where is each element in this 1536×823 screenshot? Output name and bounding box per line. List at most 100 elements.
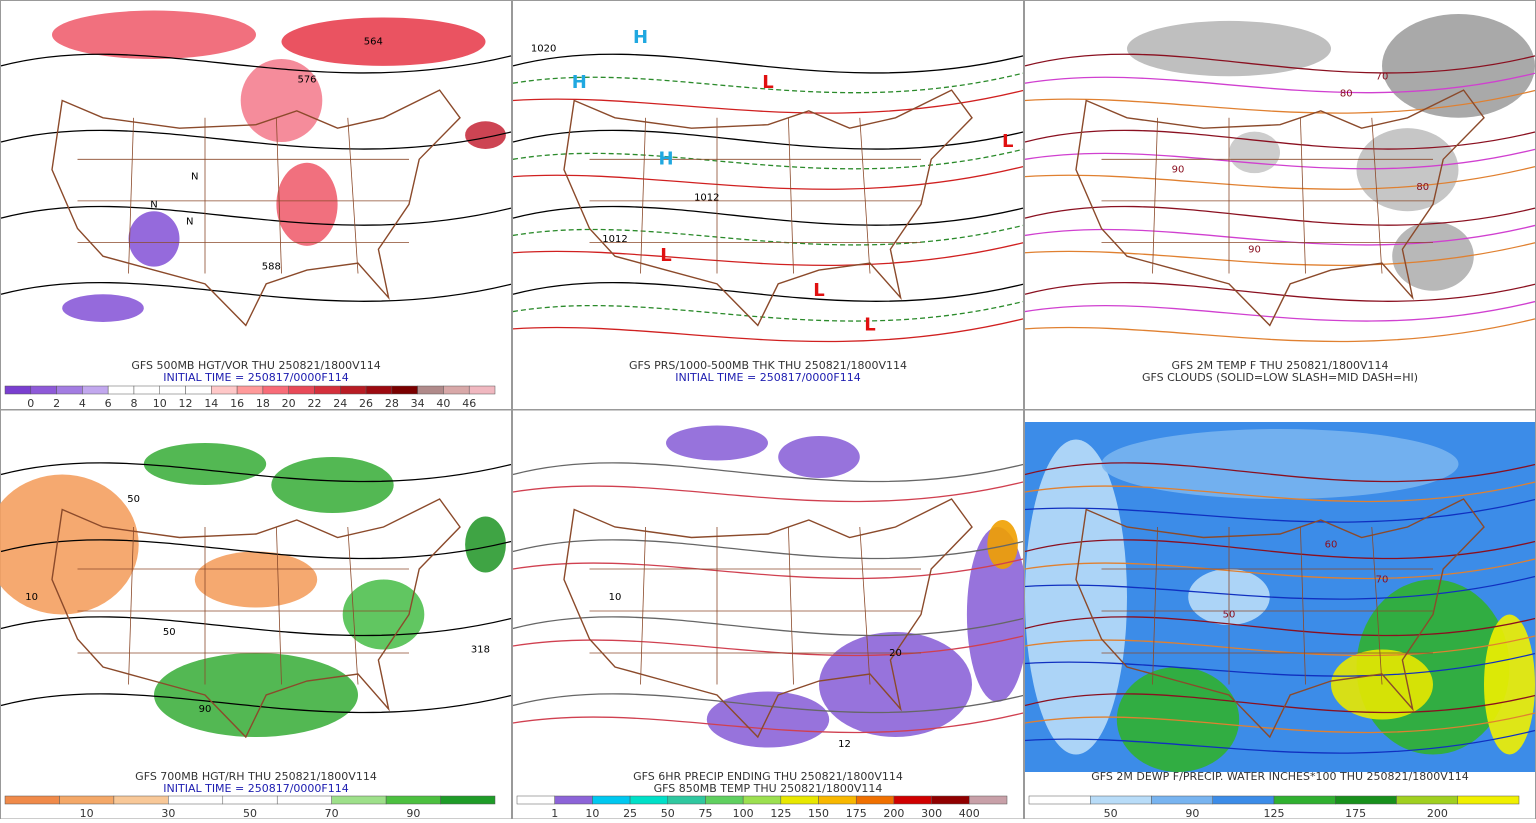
map-label: 10: [609, 592, 622, 603]
contour-line: [512, 635, 1024, 657]
colorbar-label: 4: [79, 397, 86, 410]
map-label: L: [813, 280, 824, 301]
state-line: [347, 526, 359, 685]
contour-line: [1024, 539, 1536, 560]
contour-line: [1024, 281, 1536, 302]
map-label: N: [186, 217, 193, 228]
map-label: 70: [1376, 575, 1389, 586]
shaded-area: [465, 516, 506, 573]
colorbar-label: 0: [27, 397, 34, 410]
us-outline: [51, 498, 461, 739]
contour-line: [512, 165, 1024, 190]
caption: GFS 500MB HGT/VOR THU 250821/1800V114: [131, 359, 380, 372]
contour-line: [1024, 729, 1536, 754]
colorbar-segment: [855, 795, 895, 805]
colorbar-label: 30: [161, 807, 175, 819]
colorbar-label: 150: [808, 807, 829, 819]
state-line: [640, 117, 646, 274]
map-label: 50: [127, 494, 140, 505]
map-label: 20: [889, 648, 902, 659]
contour-line: [512, 224, 1024, 246]
panel: 50 60 70 GFS 2M DEWP F/PRECIP. WATER INCHES…: [1024, 409, 1536, 820]
shaded-area: [52, 10, 256, 59]
state-line: [347, 117, 359, 274]
contour-line: [0, 53, 512, 74]
us-outline: [1075, 89, 1485, 327]
contour-line: [512, 558, 1024, 580]
colorbar-segment: [4, 385, 32, 395]
contour-line: [1024, 462, 1536, 483]
colorbar-label: 90: [1185, 807, 1199, 819]
map-label: 50: [1223, 610, 1236, 621]
shaded-area: [143, 443, 267, 485]
colorbar-segment: [742, 795, 782, 805]
colorbar-segment: [288, 385, 315, 395]
state-line: [1152, 117, 1158, 274]
caption: GFS 2M TEMP F THU 250821/1800V114: [1172, 359, 1389, 372]
colorbar-segment: [113, 795, 169, 805]
contour-line: [512, 205, 1024, 226]
shaded-area: [966, 527, 1029, 702]
colorbar-label: 1: [551, 807, 558, 819]
contour-line: [1024, 224, 1536, 246]
colorbar-segment: [385, 795, 441, 805]
contour-line: [1024, 129, 1536, 150]
contour-line: [512, 616, 1024, 637]
shaded-area: [1116, 667, 1240, 772]
colorbar-label: 50: [1104, 807, 1118, 819]
contour-line: [512, 693, 1024, 714]
colorbar-label: 200: [883, 807, 904, 819]
colorbar-segment: [365, 385, 393, 395]
contour-line: [1024, 72, 1536, 94]
shaded-area: [62, 294, 144, 322]
caption: GFS CLOUDS (SOLID=LOW SLASH=MID DASH=HI): [1142, 371, 1418, 384]
colorbar-label: 6: [105, 397, 112, 410]
state-line: [640, 526, 646, 685]
colorbar-segment: [133, 385, 160, 395]
map-label: 90: [199, 704, 212, 715]
map-label: L: [762, 72, 773, 93]
caption: GFS 700MB HGT/RH THU 250821/1800V114: [135, 770, 377, 783]
shaded-area: [342, 579, 425, 650]
map-label: H: [658, 148, 673, 169]
map-label: 576: [297, 75, 316, 86]
colorbar-label: 50: [243, 807, 257, 819]
map-background: [513, 14, 1023, 360]
contour-line: [512, 318, 1024, 343]
colorbar-segment: [236, 385, 264, 395]
caption: GFS 2M DEWP F/PRECIP. WATER INCHES*100 T…: [1091, 770, 1469, 783]
contour-line: [512, 129, 1024, 150]
map-label: 1012: [602, 234, 627, 245]
colorbar-segment: [82, 385, 109, 395]
panel: 20 10 12 GFS 6HR PRECIP ENDING THU 250821/1…: [512, 409, 1029, 820]
colorbar-label: 175: [1345, 807, 1366, 819]
contour-line: [1024, 89, 1536, 114]
colorbar-label: 75: [698, 807, 712, 819]
shaded-area: [666, 425, 768, 461]
state-line: [788, 117, 794, 274]
contour-line: [1024, 148, 1536, 170]
colorbar-segment: [468, 385, 496, 395]
map-label: 80: [1416, 182, 1429, 193]
contour-line: [512, 89, 1024, 114]
map-label: 70: [1376, 71, 1389, 82]
map-label: H: [572, 72, 587, 93]
shaded-area: [281, 17, 486, 66]
colorbar-segment: [1090, 795, 1152, 805]
shaded-area: [1382, 14, 1535, 118]
colorbar-label: 20: [282, 397, 296, 410]
state-line: [859, 526, 871, 685]
colorbar-segment: [1212, 795, 1275, 805]
colorbar-segment: [276, 795, 332, 805]
state-line: [859, 117, 871, 274]
shaded-area: [1025, 439, 1127, 755]
shaded-area: [1127, 20, 1331, 77]
shaded-area: [706, 691, 830, 748]
contour-line: [1024, 498, 1536, 523]
colorbar-label: 24: [333, 397, 347, 410]
contour-line: [1024, 693, 1536, 714]
colorbar-label: 400: [959, 807, 980, 819]
caption: INITIAL TIME = 250817/0000F114: [163, 371, 348, 384]
colorbar-segment: [931, 795, 970, 805]
colorbar-segment: [30, 385, 57, 395]
